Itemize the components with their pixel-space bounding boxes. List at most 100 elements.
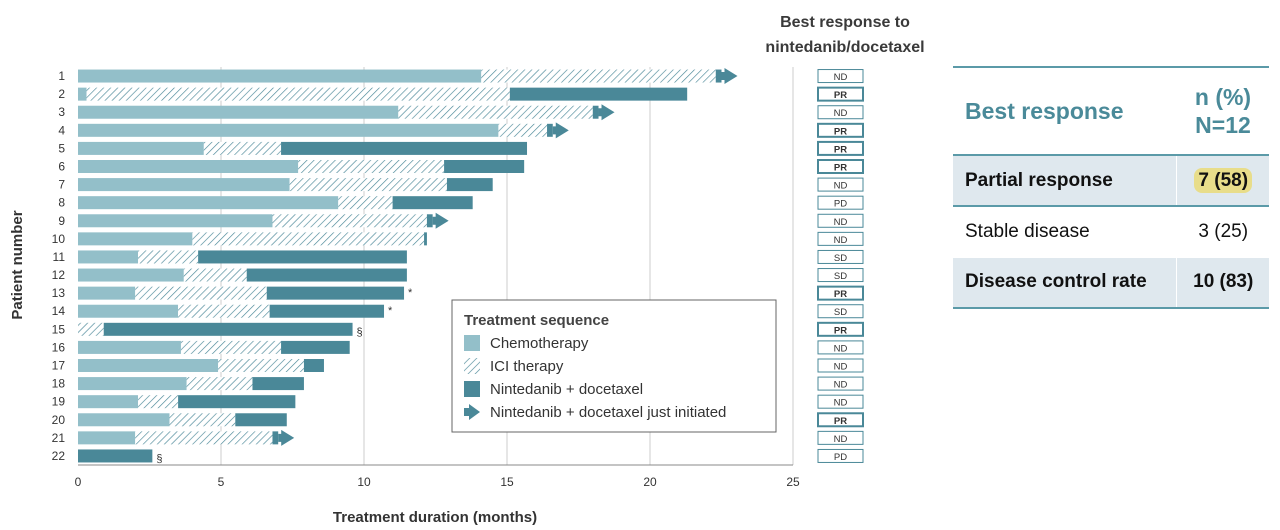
response-box: [817, 394, 864, 409]
legend-label: ICI therapy: [490, 358, 564, 375]
bar-segment-chemo: [78, 232, 193, 246]
response-box: [817, 304, 864, 319]
bar-segment-chemo: [78, 196, 339, 210]
bar-segment-chemo: [78, 214, 273, 228]
table-row-disease-control-rate: Disease control rate 10 (83): [953, 257, 1269, 309]
bar-segment-chemo: [78, 359, 219, 372]
patient-label: 22: [52, 449, 66, 463]
patient-label: 8: [58, 196, 65, 210]
bar-segment-nd: [715, 69, 722, 83]
x-tick-label: 10: [357, 475, 371, 489]
bar-segment-nd: [246, 268, 407, 282]
bar-segment-chemo: [78, 340, 181, 354]
legend-label: Chemotherapy: [490, 335, 589, 352]
response-title-line1: Best response to: [780, 14, 910, 31]
legend-swatch-ici: [464, 358, 480, 374]
bar-segment-ici: [135, 431, 273, 445]
response-box: [817, 412, 864, 428]
bar-segment-chemo: [78, 69, 482, 83]
x-axis-label: Treatment duration (months): [333, 509, 537, 526]
response-label: ND: [834, 398, 848, 409]
arrow-marker: [721, 68, 738, 85]
response-box: [817, 140, 864, 156]
legend-label: Nintedanib + docetaxel: [490, 381, 643, 398]
response-box: [817, 213, 864, 228]
bar-segment-ici: [186, 377, 253, 391]
response-label: ND: [834, 72, 848, 83]
response-label: PR: [834, 126, 847, 137]
response-label: SD: [834, 307, 847, 318]
bar-segment-ici: [338, 196, 393, 210]
bar-segment-ici: [135, 286, 267, 300]
response-box: [817, 448, 864, 463]
patient-label: 10: [52, 232, 66, 246]
bar-segment-nd: [547, 123, 553, 137]
y-axis-label: Patient number: [9, 210, 26, 319]
legend-swatch-nd: [464, 381, 480, 397]
x-tick-label: 15: [500, 475, 514, 489]
bar-segment-chemo: [78, 377, 187, 391]
response-box: [817, 430, 864, 445]
response-label: PD: [834, 199, 847, 210]
patient-label: 15: [52, 322, 66, 336]
arrow-marker: [552, 122, 569, 139]
best-response-table: Best response n (%) N=12 Partial respons…: [953, 66, 1269, 309]
header-best-response: Best response: [953, 66, 1177, 156]
bar-segment-nd: [281, 141, 528, 155]
response-box: [817, 376, 864, 391]
response-label: ND: [834, 217, 848, 228]
patient-label: 20: [52, 413, 66, 427]
patient-label: 12: [52, 268, 66, 282]
patient-label: 14: [52, 304, 66, 318]
patient-label: 7: [58, 178, 65, 192]
bar-segment-chemo: [78, 395, 139, 409]
bar-segment-nd: [424, 232, 427, 246]
bar-segment-ici: [78, 322, 104, 336]
response-label: PR: [834, 163, 847, 174]
response-title-line2: nintedanib/docetaxel: [765, 39, 925, 56]
bar-segment-nd: [272, 431, 279, 445]
response-box: [817, 177, 864, 192]
response-box: [817, 268, 864, 283]
bar-segment-chemo: [78, 431, 136, 445]
footnote-marker: *: [388, 305, 393, 317]
row-label-stable-disease: Stable disease: [953, 206, 1177, 258]
bar-segment-ici: [218, 359, 304, 372]
footnote-marker: §: [357, 326, 363, 338]
response-label: ND: [834, 380, 848, 391]
bar-segment-chemo: [78, 178, 290, 192]
response-label: ND: [834, 235, 848, 246]
bar-segment-ici: [183, 268, 247, 282]
bar-segment-nd: [444, 160, 525, 173]
bar-segment-chemo: [78, 286, 136, 300]
bar-segment-nd: [178, 395, 296, 409]
bar-segment-nd: [281, 340, 350, 354]
bar-segment-ici: [86, 87, 510, 101]
bar-segment-nd: [266, 286, 405, 300]
bar-segment-chemo: [78, 160, 299, 173]
bar-segment-ici: [192, 232, 425, 246]
response-label: ND: [834, 181, 848, 192]
row-label-disease-control-rate: Disease control rate: [953, 257, 1177, 309]
bar-segment-ici: [169, 413, 236, 427]
bar-segment-chemo: [78, 123, 499, 137]
response-label: ND: [834, 434, 848, 445]
response-box: [817, 231, 864, 246]
response-label: ND: [834, 343, 848, 354]
patient-label: 6: [58, 160, 65, 174]
bar-segment-ici: [272, 214, 427, 228]
patient-label: 21: [52, 431, 66, 445]
bar-segment-ici: [178, 304, 270, 318]
response-box: [817, 249, 864, 264]
response-box: [817, 358, 864, 373]
bar-segment-chemo: [78, 250, 139, 264]
response-column-title: Best response to nintedanib/docetaxel: [745, 10, 945, 60]
patient-label: 9: [58, 214, 65, 228]
bar-segment-ici: [138, 395, 179, 409]
response-label: ND: [834, 108, 848, 119]
patient-label: 3: [58, 105, 65, 119]
legend-title: Treatment sequence: [464, 312, 609, 329]
bar-segment-ici: [180, 340, 282, 354]
table-header-row: Best response n (%) N=12: [953, 66, 1269, 156]
